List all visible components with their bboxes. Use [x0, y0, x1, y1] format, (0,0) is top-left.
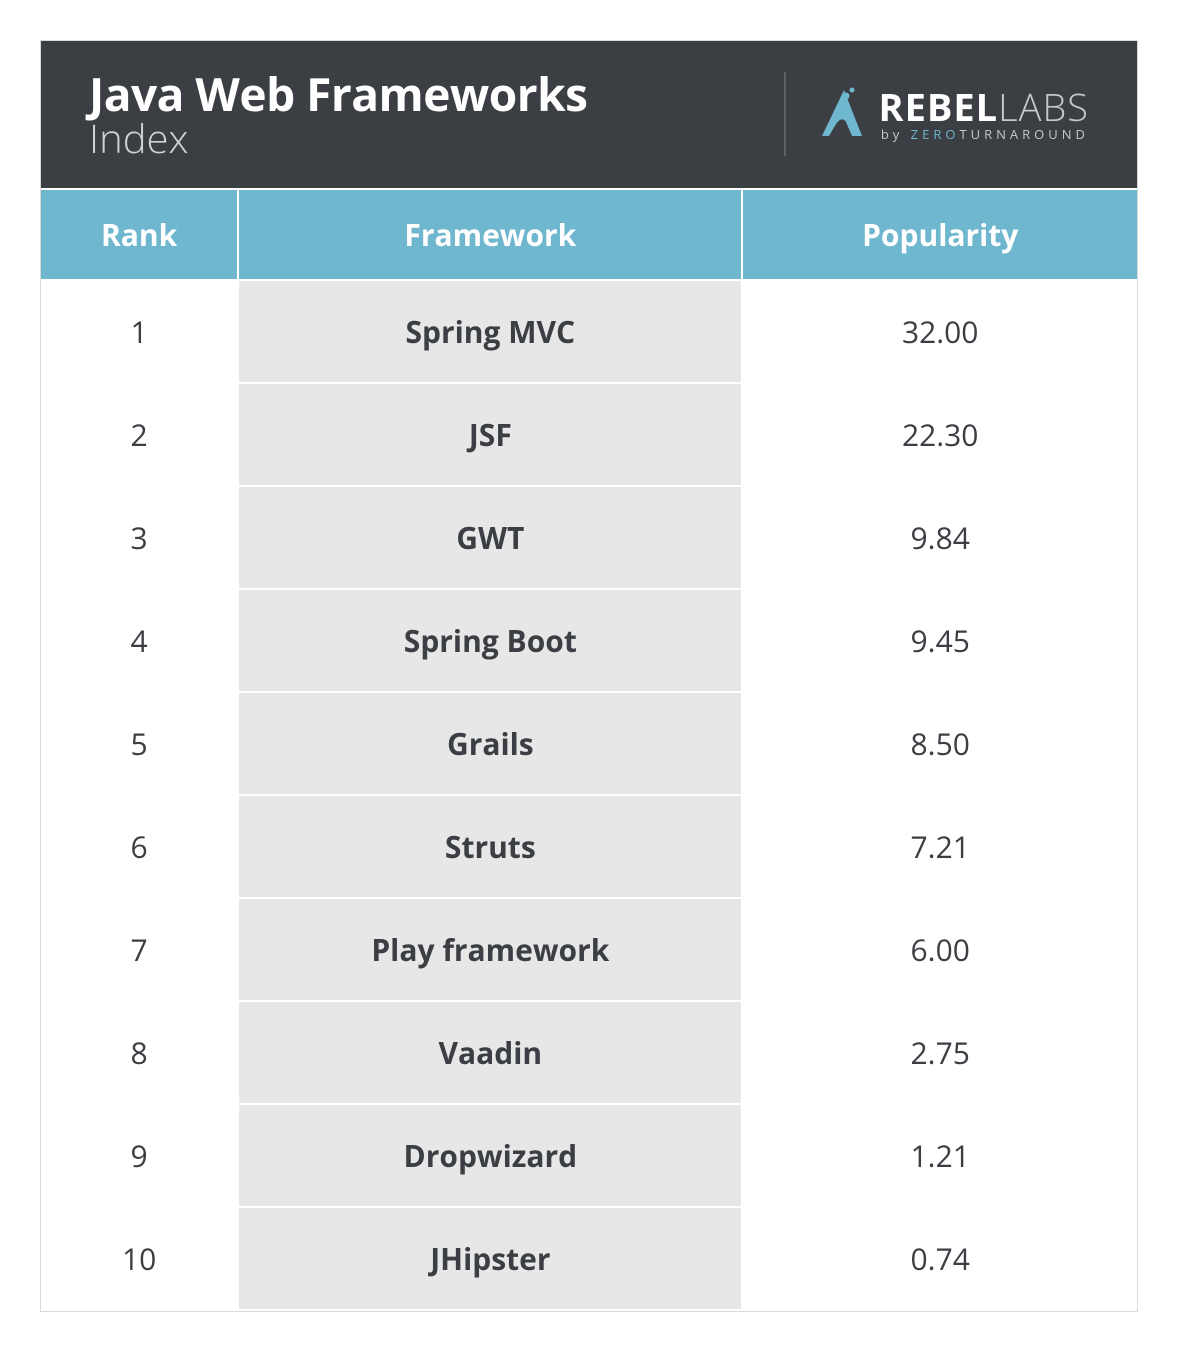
header-divider	[784, 72, 786, 156]
logo-byline-prefix: by	[881, 125, 911, 143]
table-row: 5Grails8.50	[41, 692, 1137, 795]
col-header-framework: Framework	[238, 189, 742, 280]
cell-rank: 2	[41, 383, 238, 486]
table-row: 8Vaadin2.75	[41, 1001, 1137, 1104]
cell-rank: 5	[41, 692, 238, 795]
table-row: 6Struts7.21	[41, 795, 1137, 898]
title-block: Java Web Frameworks Index	[89, 69, 588, 160]
table-row: 9Dropwizard1.21	[41, 1104, 1137, 1207]
cell-popularity: 9.45	[742, 589, 1137, 692]
table-row: 10JHipster0.74	[41, 1207, 1137, 1310]
header-right: REBELLABS by ZEROTURNAROUND	[784, 72, 1089, 156]
cell-framework: Spring MVC	[238, 280, 742, 383]
cell-rank: 10	[41, 1207, 238, 1310]
cell-framework: Play framework	[238, 898, 742, 1001]
cell-framework: JSF	[238, 383, 742, 486]
cell-rank: 9	[41, 1104, 238, 1207]
card-header: Java Web Frameworks Index REBELLABS	[41, 41, 1137, 188]
cell-framework: GWT	[238, 486, 742, 589]
logo-byline: by ZEROTURNAROUND	[878, 128, 1089, 141]
cell-framework: Dropwizard	[238, 1104, 742, 1207]
rebellabs-logo: REBELLABS by ZEROTURNAROUND	[818, 86, 1089, 143]
cell-popularity: 1.21	[742, 1104, 1137, 1207]
cell-popularity: 32.00	[742, 280, 1137, 383]
frameworks-table: Rank Framework Popularity 1Spring MVC32.…	[41, 188, 1137, 1311]
table-row: 4Spring Boot9.45	[41, 589, 1137, 692]
cell-popularity: 0.74	[742, 1207, 1137, 1310]
cell-framework: JHipster	[238, 1207, 742, 1310]
cell-framework: Spring Boot	[238, 589, 742, 692]
col-header-rank: Rank	[41, 189, 238, 280]
cell-popularity: 2.75	[742, 1001, 1137, 1104]
cell-rank: 1	[41, 280, 238, 383]
cell-rank: 4	[41, 589, 238, 692]
cell-rank: 7	[41, 898, 238, 1001]
cell-framework: Struts	[238, 795, 742, 898]
index-card: Java Web Frameworks Index REBELLABS	[40, 40, 1138, 1312]
cell-rank: 6	[41, 795, 238, 898]
table-row: 7Play framework6.00	[41, 898, 1137, 1001]
table-row: 3GWT9.84	[41, 486, 1137, 589]
cell-framework: Grails	[238, 692, 742, 795]
logo-byline-rest: TURNAROUND	[959, 125, 1089, 143]
logo-wordmark: REBELLABS	[878, 88, 1089, 126]
cell-popularity: 8.50	[742, 692, 1137, 795]
col-header-popularity: Popularity	[742, 189, 1137, 280]
cell-popularity: 7.21	[742, 795, 1137, 898]
table-header-row: Rank Framework Popularity	[41, 189, 1137, 280]
cell-framework: Vaadin	[238, 1001, 742, 1104]
logo-mark-icon	[818, 86, 866, 143]
cell-popularity: 22.30	[742, 383, 1137, 486]
cell-popularity: 9.84	[742, 486, 1137, 589]
cell-popularity: 6.00	[742, 898, 1137, 1001]
logo-byline-accent: ZERO	[911, 125, 960, 143]
table-row: 2JSF22.30	[41, 383, 1137, 486]
cell-rank: 3	[41, 486, 238, 589]
logo-text: REBELLABS by ZEROTURNAROUND	[878, 88, 1089, 141]
cell-rank: 8	[41, 1001, 238, 1104]
table-row: 1Spring MVC32.00	[41, 280, 1137, 383]
